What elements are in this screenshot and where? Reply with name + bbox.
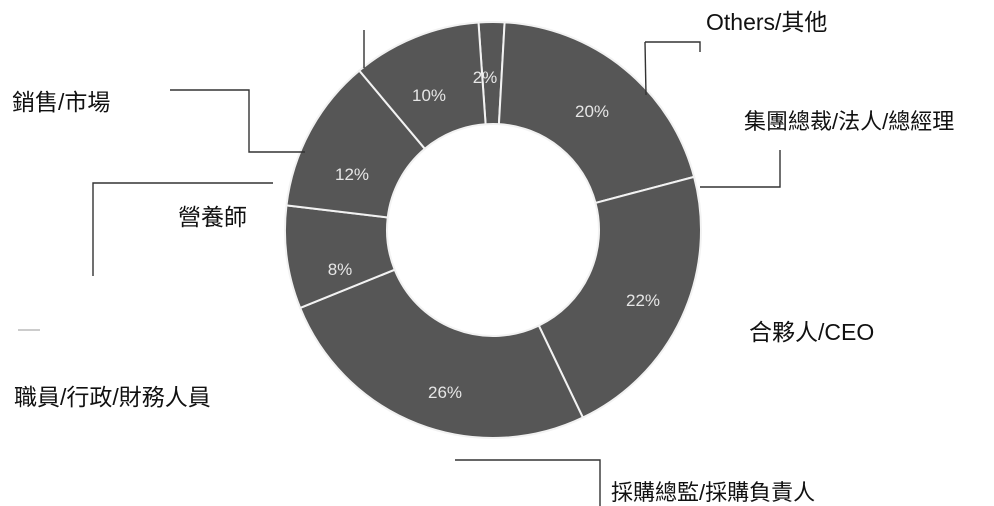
leader-line-others <box>645 41 701 52</box>
category-label-sales: 銷售/市場 <box>12 89 110 115</box>
leader-line-nutritionist <box>92 182 273 276</box>
value-label-nutritionist: 12% <box>335 165 369 184</box>
value-label-sales: 10% <box>412 86 446 105</box>
value-label-partner-ceo: 22% <box>626 291 660 310</box>
donut-slices <box>284 21 702 439</box>
slice-group-president <box>497 21 696 205</box>
value-label-purchasing: 26% <box>428 383 462 402</box>
slice-sales-marketing <box>357 21 487 151</box>
category-label-purchasing: 採購總監/採購負責人 <box>611 480 815 505</box>
value-label-group-president: 20% <box>575 102 609 121</box>
value-label-others: 2% <box>473 68 498 87</box>
leader-line-group-president <box>700 150 781 188</box>
category-label-group-president: 集團總裁/法人/總經理 <box>744 109 954 134</box>
leader-lines <box>18 30 781 506</box>
value-labels: 2% 20% 22% 26% 8% 12% 10% <box>328 68 660 402</box>
slice-purchasing-director <box>298 268 585 439</box>
category-label-nutritionist: 營養師 <box>178 204 247 230</box>
category-labels: Others/其他 集團總裁/法人/總經理 合夥人/CEO 採購總監/採購負責人… <box>12 9 954 505</box>
value-label-staff: 8% <box>328 260 353 279</box>
category-label-others: Others/其他 <box>706 9 827 35</box>
leader-line-sales <box>170 89 305 153</box>
category-label-partner-ceo: 合夥人/CEO <box>749 319 874 345</box>
slice-partner-ceo <box>537 175 702 419</box>
leader-line-others-to-slice <box>644 41 647 96</box>
category-label-staff: 職員/行政/財務人員 <box>14 384 211 410</box>
leader-line-purchasing <box>455 459 601 506</box>
